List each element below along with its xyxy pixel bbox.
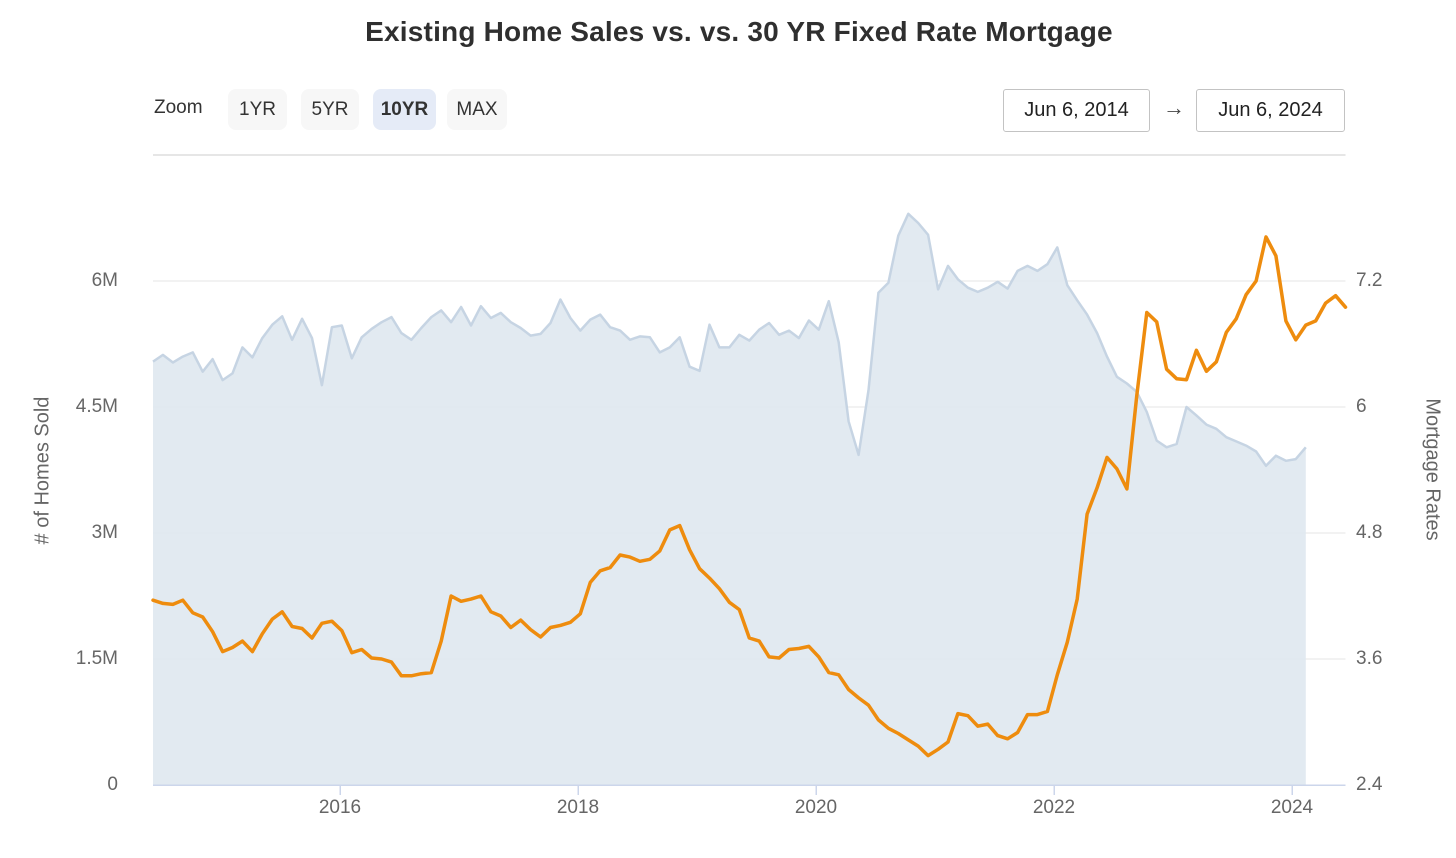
x-axis-tick: 2016 (318, 797, 362, 818)
right-axis-tick: 7.2 (1356, 270, 1383, 291)
left-axis-tick: 1.5M (75, 648, 118, 669)
range-start-input[interactable]: Jun 6, 2014 (1003, 89, 1150, 132)
right-axis-title: Mortgage Rates (1421, 398, 1444, 541)
right-axis-tick: 4.8 (1356, 522, 1383, 543)
toolbar: Zoom 1YR 5YR 10YR MAX Jun 6, 2014 → Jun … (0, 89, 1456, 132)
zoom-button-10yr[interactable]: 10YR (373, 89, 436, 130)
zoom-button-5yr[interactable]: 5YR (301, 89, 359, 130)
x-axis-tick: 2020 (794, 797, 838, 818)
zoom-button-1yr[interactable]: 1YR (228, 89, 287, 130)
left-axis-tick: 6M (91, 270, 118, 291)
left-axis-tick: 3M (91, 522, 118, 543)
left-axis-tick: 4.5M (75, 396, 118, 417)
range-arrow-icon: → (1163, 95, 1185, 120)
x-axis-tick: 2018 (556, 797, 600, 818)
x-axis-tick: 2024 (1270, 797, 1314, 818)
right-axis-tick: 3.6 (1356, 648, 1383, 669)
left-axis-tick: 0 (107, 774, 118, 795)
zoom-label: Zoom (154, 97, 203, 118)
right-axis-tick: 2.4 (1356, 774, 1383, 795)
chart-title: Existing Home Sales vs. vs. 30 YR Fixed … (365, 16, 1113, 47)
zoom-button-max[interactable]: MAX (447, 89, 507, 130)
right-axis-tick: 6 (1356, 396, 1367, 417)
x-axis-tick: 2022 (1032, 797, 1076, 818)
left-axis-title: # of Homes Sold (31, 396, 54, 545)
range-end-input[interactable]: Jun 6, 2024 (1196, 89, 1345, 132)
